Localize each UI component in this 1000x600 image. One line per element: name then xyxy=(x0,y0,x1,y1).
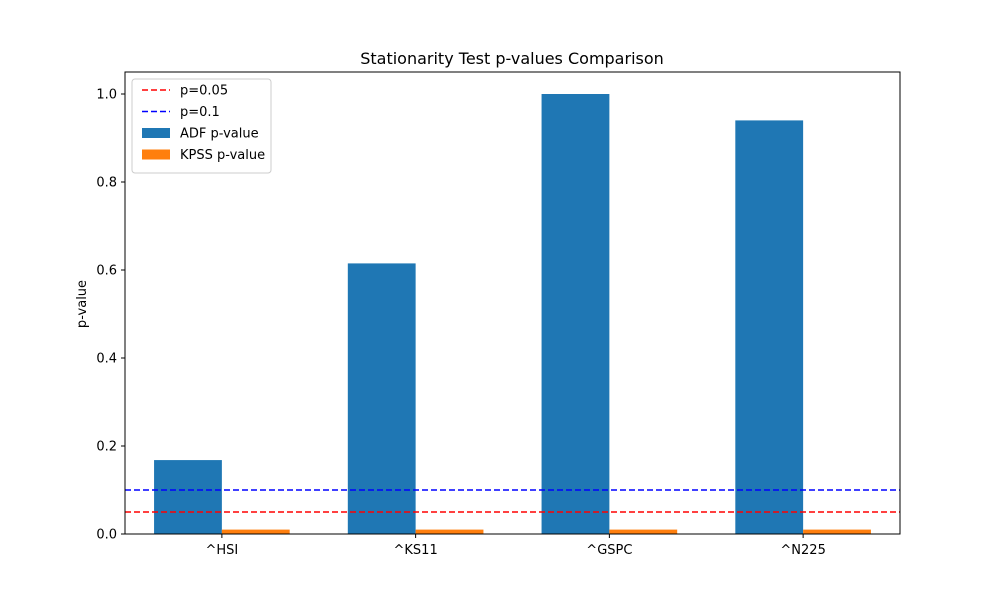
x-tick-label-2: ^GSPC xyxy=(586,543,632,558)
legend-label-series-1: KPSS p-value xyxy=(180,148,265,163)
y-tick-label-4: 0.8 xyxy=(96,176,117,191)
y-tick-label-0: 0.0 xyxy=(96,528,117,543)
bar-kpss-2 xyxy=(609,529,678,534)
y-tick-label-2: 0.4 xyxy=(96,352,117,367)
legend-swatch-series-1 xyxy=(142,149,170,160)
y-axis-label: p-value xyxy=(75,280,90,328)
reference-lines-group xyxy=(125,489,900,513)
y-tick-label-3: 0.6 xyxy=(96,264,117,279)
bar-adf-2 xyxy=(541,94,610,534)
legend-label-series-0: ADF p-value xyxy=(180,127,259,142)
bars-group xyxy=(154,94,871,535)
bar-kpss-0 xyxy=(221,529,290,534)
axes-group: 0.0 0.2 0.4 0.6 0.8 1.0 ^HSI ^KS11 ^GSPC ^N225 xyxy=(96,71,901,558)
bar-adf-3 xyxy=(735,120,804,535)
plot-frame xyxy=(124,71,901,535)
bar-adf-1 xyxy=(347,263,416,534)
y-tick-label-5: 1.0 xyxy=(96,88,117,103)
bar-kpss-3 xyxy=(803,529,871,534)
y-tick-label-1: 0.2 xyxy=(96,440,117,455)
legend-label-ref-1: p=0.1 xyxy=(180,105,220,120)
legend-swatch-series-0 xyxy=(142,128,170,138)
x-tick-label-3: ^N225 xyxy=(780,543,825,558)
bar-kpss-1 xyxy=(415,529,484,534)
x-tick-label-0: ^HSI xyxy=(205,543,238,558)
x-tick-label-1: ^KS11 xyxy=(394,543,438,558)
chart-title: Stationarity Test p-values Comparison xyxy=(360,49,664,68)
legend: p=0.05 p=0.1 ADF p-value KPSS p-value xyxy=(131,78,272,174)
bar-adf-0 xyxy=(154,460,222,534)
legend-label-ref-0: p=0.05 xyxy=(180,84,228,99)
